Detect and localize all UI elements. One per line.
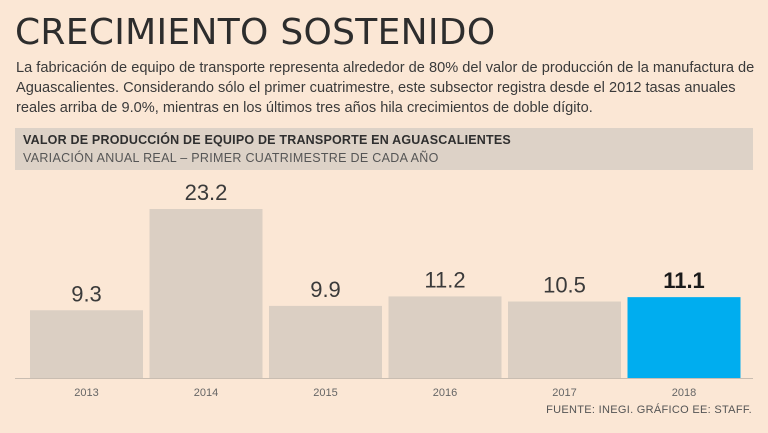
x-tick-label-2016: 2016 [433, 387, 457, 399]
data-label-2017: 10.5 [543, 273, 586, 298]
chart-title: VALOR DE PRODUCCIÓN DE EQUIPO DE TRANSPO… [23, 133, 511, 147]
bar-2015 [269, 305, 382, 378]
data-label-2018: 11.1 [663, 268, 705, 293]
bar-2016 [388, 296, 502, 378]
data-label-2015: 9.9 [310, 277, 341, 302]
data-label-2016: 11.2 [424, 267, 465, 292]
bar-2018 [627, 297, 741, 378]
x-tick-label-2018: 2018 [672, 387, 696, 399]
data-label-2013: 9.3 [71, 281, 102, 306]
x-tick-label-2013: 2013 [74, 387, 98, 399]
source-note: FUENTE: INEGI. GRÁFICO EE: STAFF. [546, 404, 752, 416]
page-title: CRECIMIENTO SOSTENIDO [15, 12, 496, 53]
chart-header: VALOR DE PRODUCCIÓN DE EQUIPO DE TRANSPO… [15, 128, 753, 170]
description-text: La fabricación de equipo de transporte r… [16, 60, 755, 116]
chart-subtitle: VARIACIÓN ANUAL REAL – PRIMER CUATRIMEST… [23, 151, 439, 165]
x-tick-label-2015: 2015 [313, 387, 337, 399]
data-label-2014: 23.2 [185, 180, 228, 205]
x-tick-label-2014: 2014 [194, 387, 218, 399]
bar-2014 [149, 209, 263, 378]
x-tick-label-2017: 2017 [552, 387, 576, 399]
bar-2017 [508, 301, 621, 378]
bar-2013 [30, 310, 143, 378]
